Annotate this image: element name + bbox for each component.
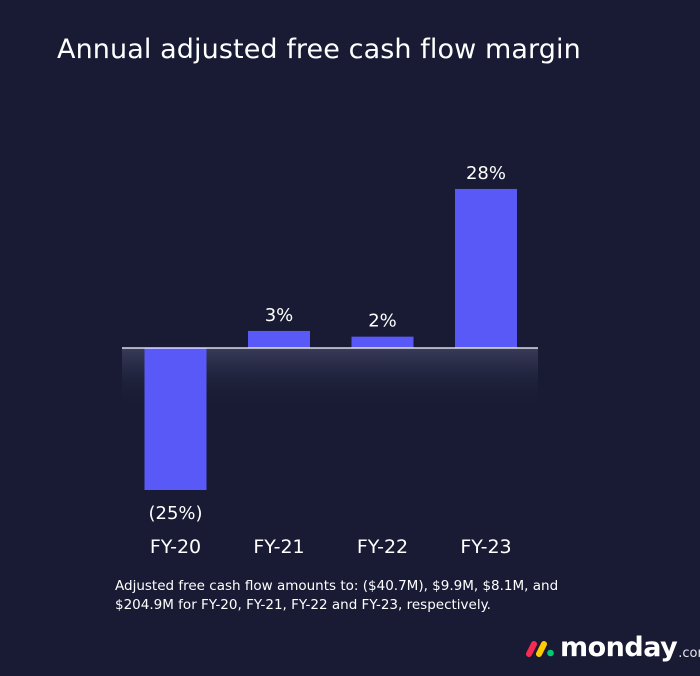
footnote: Adjusted free cash flow amounts to: ($40…: [115, 577, 585, 615]
logo-suffix: .com: [678, 645, 700, 663]
bar-fy-20: [145, 348, 207, 490]
bar-fy-22: [352, 337, 414, 348]
logo-wordmark: monday: [560, 633, 677, 663]
category-label-fy-23: FY-23: [460, 536, 511, 558]
monday-logo[interactable]: monday .com: [525, 633, 700, 663]
category-label-fy-21: FY-21: [253, 536, 304, 558]
data-label-fy-21: 3%: [265, 305, 294, 326]
monday-logo-icon: [525, 638, 555, 658]
data-label-fy-22: 2%: [368, 311, 397, 332]
bar-fy-21: [248, 331, 310, 348]
category-label-fy-22: FY-22: [357, 536, 408, 558]
data-label-fy-20: (25%): [148, 503, 202, 524]
bar-chart: (25%) FY-20 3% FY-21 2% FY-22 28% FY-23: [0, 0, 700, 570]
category-label-fy-20: FY-20: [150, 536, 201, 558]
data-label-fy-23: 28%: [466, 163, 506, 184]
bar-fy-23: [455, 189, 517, 348]
